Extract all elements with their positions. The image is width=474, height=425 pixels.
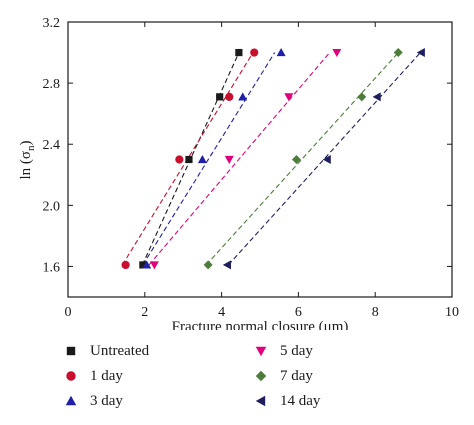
data-point xyxy=(142,260,152,269)
data-point xyxy=(291,155,301,164)
data-point xyxy=(357,92,367,102)
legend-marker-triangle-left-icon xyxy=(255,395,266,407)
x-tick-label: 10 xyxy=(445,305,459,320)
data-point xyxy=(332,48,342,58)
x-axis-label: Fracture normal closure (μm) xyxy=(172,319,349,330)
legend-symbol xyxy=(66,371,76,381)
tick-labels: 0 2 4 6 8 10 1.6 2.0 2.4 2.8 3.2 xyxy=(43,16,460,320)
data-point xyxy=(175,155,184,164)
y-tick-label: 2.4 xyxy=(43,138,61,153)
y-tick-label: 1.6 xyxy=(43,260,61,275)
legend-label: 7 day xyxy=(280,367,313,384)
legend-label: 14 day xyxy=(280,392,321,409)
legend-marker-diamond-icon xyxy=(255,370,267,382)
y-axis-label-subscript: n xyxy=(25,145,37,151)
legend-symbol xyxy=(255,395,266,407)
data-point xyxy=(225,92,234,101)
legend-marker-square-icon xyxy=(66,346,76,356)
data-point xyxy=(250,48,259,57)
y-axis-label: ln (σn) xyxy=(18,141,37,180)
data-point xyxy=(185,155,193,164)
y-tick-label: 2.0 xyxy=(43,199,61,214)
data-point xyxy=(121,260,130,270)
x-tick-label: 2 xyxy=(141,305,148,320)
data-point xyxy=(393,48,403,58)
data-point xyxy=(197,155,207,164)
legend-label: 5 day xyxy=(280,342,313,359)
legend-item-3-day: 3 day xyxy=(60,390,123,412)
fit-lines xyxy=(121,52,421,266)
legend: Untreated 1 day 3 day 5 day 7 day 14 day xyxy=(60,340,460,420)
data-point xyxy=(372,92,381,102)
legend-label: 1 day xyxy=(90,367,123,384)
data-point xyxy=(222,260,231,270)
legend-symbol xyxy=(255,370,267,382)
data-point xyxy=(238,92,248,101)
data-point xyxy=(284,93,294,102)
y-tick-label: 3.2 xyxy=(43,16,61,31)
data-point xyxy=(216,93,224,101)
axis-ticks xyxy=(67,21,453,297)
legend-item-untreated: Untreated xyxy=(60,340,149,362)
x-tick-label: 8 xyxy=(372,305,379,320)
legend-symbol xyxy=(65,395,77,406)
data-point xyxy=(139,261,147,269)
legend-marker-triangle-down-icon xyxy=(255,346,267,357)
legend-label: Untreated xyxy=(90,342,150,359)
fit-line-3 xyxy=(142,52,276,266)
data-markers xyxy=(121,48,425,270)
data-point xyxy=(235,48,243,57)
y-tick-label: 2.8 xyxy=(43,77,61,92)
data-point xyxy=(224,155,234,164)
data-point xyxy=(276,48,286,57)
x-tick-label: 4 xyxy=(218,305,225,320)
x-tick-label: 6 xyxy=(295,305,302,320)
data-point xyxy=(416,48,425,58)
data-point xyxy=(203,260,213,270)
x-tick-label: 0 xyxy=(65,305,72,320)
chart-area: 0 2 4 6 8 10 1.6 2.0 2.4 2.8 3.2 Fracture normal c… xyxy=(18,16,460,330)
legend-item-7-day: 7 day xyxy=(250,365,313,387)
legend-label: 3 day xyxy=(90,392,123,409)
legend-marker-triangle-up-icon xyxy=(65,395,77,406)
data-point xyxy=(322,155,331,164)
legend-symbol xyxy=(66,346,76,356)
data-point xyxy=(149,261,159,270)
legend-symbol xyxy=(255,346,267,357)
legend-item-14-day: 14 day xyxy=(250,390,320,412)
plot-frame xyxy=(67,21,453,298)
legend-item-1-day: 1 day xyxy=(60,365,123,387)
legend-marker-circle-icon xyxy=(66,371,76,381)
fit-line-4 xyxy=(148,52,331,266)
legend-item-5-day: 5 day xyxy=(250,340,313,362)
